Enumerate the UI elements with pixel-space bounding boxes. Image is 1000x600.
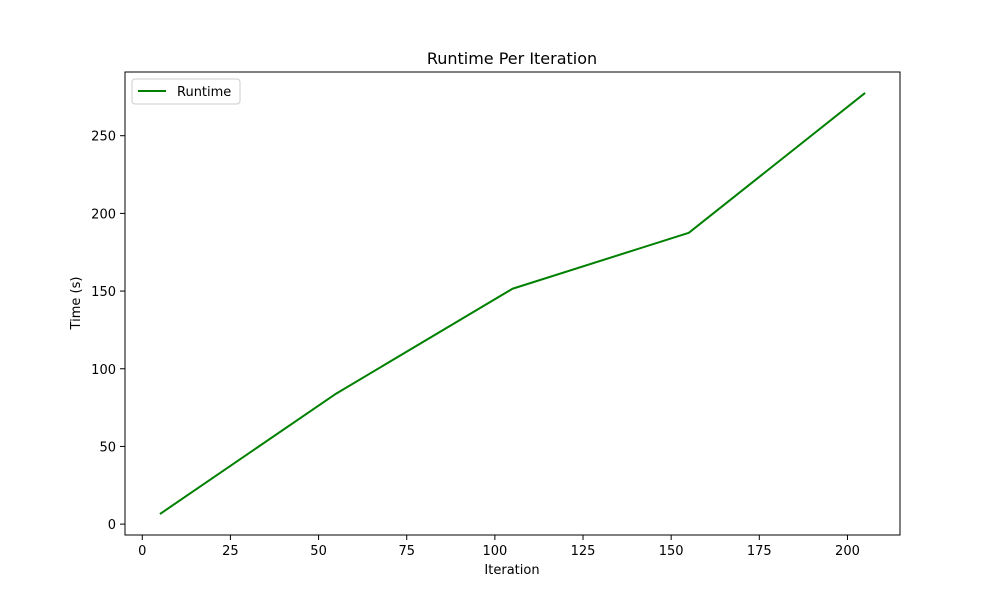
y-axis-ticks: 0 50 100 150 200 250	[91, 130, 125, 533]
x-tick-label: 175	[747, 544, 772, 559]
y-tick-label: 0	[108, 518, 116, 533]
legend-box	[131, 78, 241, 105]
x-tick-label: 75	[398, 544, 415, 559]
series-line-runtime	[159, 92, 866, 515]
x-tick-label: 50	[310, 544, 327, 559]
plot-area: 0 25 50 75 100 125 150 175 200 0 50 100 150 200 250	[91, 71, 901, 559]
x-axis-label: Iteration	[484, 563, 539, 578]
x-tick-label: 100	[482, 544, 507, 559]
y-tick-label: 50	[99, 440, 116, 455]
y-tick-label: 200	[91, 207, 116, 222]
y-tick-label: 100	[91, 363, 116, 378]
series-layer	[159, 92, 866, 515]
legend-label-runtime: Runtime	[177, 85, 231, 100]
plot-frame	[124, 71, 901, 536]
x-tick-label: 25	[222, 544, 239, 559]
y-axis-label: Time (s)	[69, 277, 84, 331]
legend: Runtime	[131, 78, 241, 105]
chart-title: Runtime Per Iteration	[427, 49, 597, 68]
x-axis-ticks: 0 25 50 75 100 125 150 175 200	[138, 535, 860, 559]
x-tick-label: 0	[138, 544, 146, 559]
y-tick-label: 150	[91, 285, 116, 300]
x-tick-label: 150	[659, 544, 684, 559]
x-tick-label: 125	[571, 544, 596, 559]
x-tick-label: 200	[835, 544, 860, 559]
y-tick-label: 250	[91, 130, 116, 145]
